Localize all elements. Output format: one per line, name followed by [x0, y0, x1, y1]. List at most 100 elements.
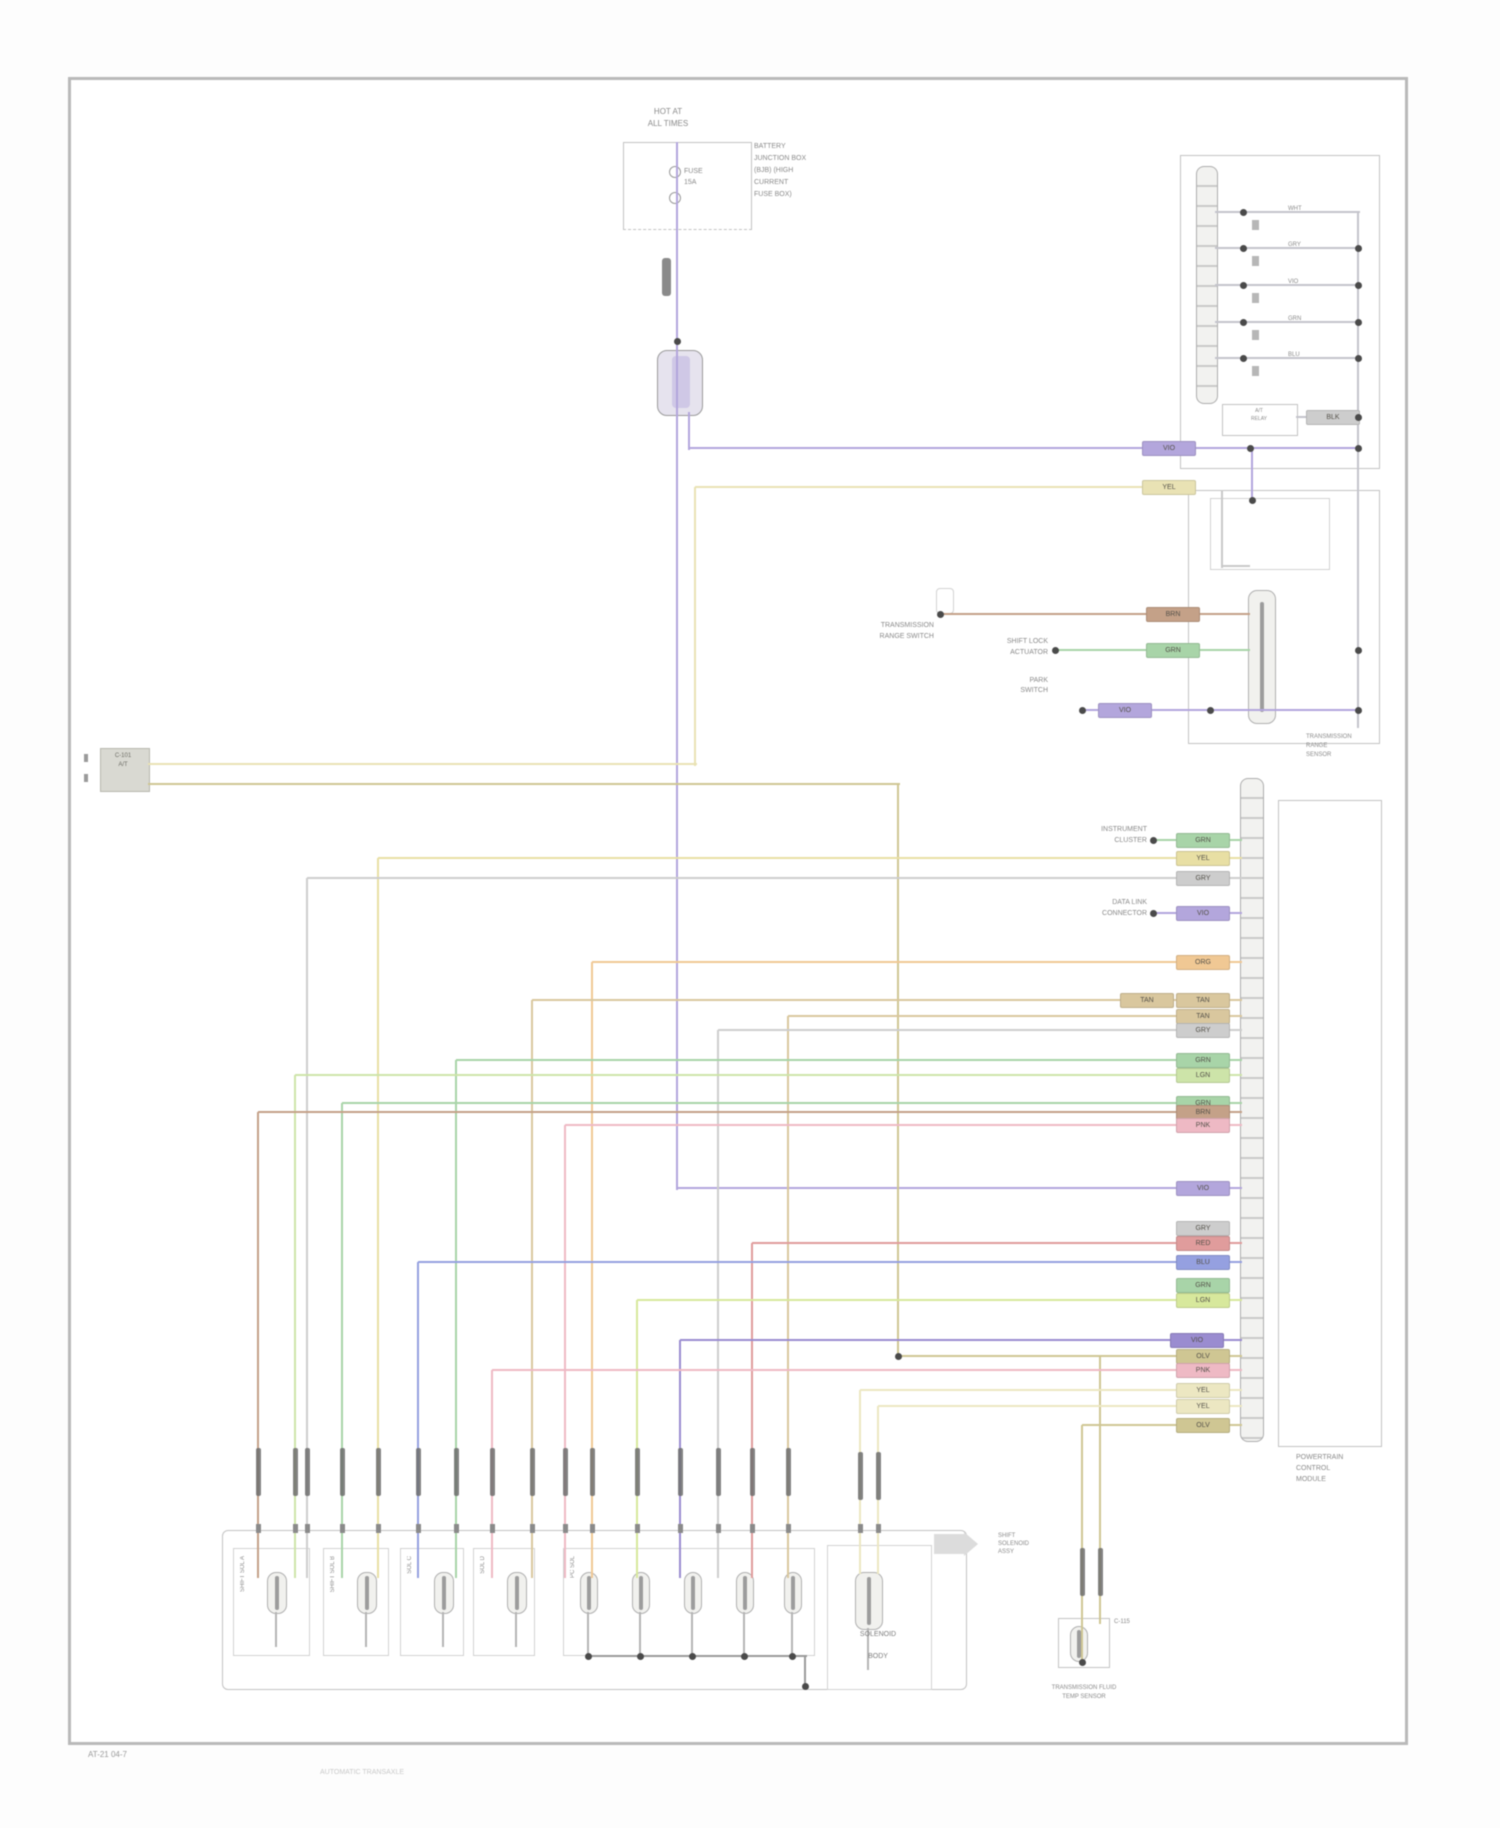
- wire-yellow-feed-a: [148, 763, 697, 765]
- junction-dot: [673, 337, 681, 345]
- wire-tan-row-1000: [532, 999, 1242, 1001]
- text-label-brc_name: TRANSMISSION FLUID TEMP SENSOR: [1051, 1685, 1117, 1700]
- wire-stub-b4: [515, 1612, 517, 1647]
- assembly-callout-arrow-body: [934, 1534, 964, 1554]
- splice-segment: [1079, 1548, 1085, 1596]
- connector-entry-nub: [785, 1524, 791, 1533]
- wire-lime-row-1300: [637, 1299, 1242, 1301]
- splice-segment: [785, 1448, 791, 1496]
- wire-stub-b5-2: [639, 1612, 641, 1658]
- wire-mid-internal: [1221, 490, 1223, 568]
- solenoid-pill-3: [434, 1572, 454, 1614]
- wire-label: TAN: [1176, 993, 1230, 1008]
- splice-segment: [562, 1448, 568, 1496]
- wire-orange-row-962: [591, 962, 593, 1578]
- wire-gray-row-1030: [717, 1030, 719, 1578]
- junction-dot: [1354, 646, 1362, 654]
- inline-connector-fill: [672, 356, 690, 408]
- junction-dot: [740, 1652, 748, 1660]
- text-label-b4: SOL D: [480, 1556, 486, 1574]
- wire-solenoid-bus: [804, 1656, 806, 1688]
- text-label-b3: SOL C: [407, 1556, 413, 1574]
- text-label-trb_rows: VIO: [1288, 279, 1299, 285]
- wire-trb-row-4: [1215, 321, 1360, 323]
- junction-dot: [688, 1652, 696, 1660]
- wire-brown-row-1112: [257, 1112, 259, 1578]
- terminal-nub: [1252, 366, 1259, 376]
- wire-stub-b5-3: [691, 1612, 693, 1658]
- wire-label: VIO: [1142, 441, 1196, 456]
- wire-brown-tr-614: [940, 613, 1250, 615]
- wire-right-rail: [1357, 212, 1359, 728]
- junction-dot: [1354, 444, 1362, 452]
- wire-battery-feed-violet: [676, 142, 678, 1190]
- wire-olive-row-1425: [1081, 1425, 1083, 1660]
- junction-dot: [1239, 281, 1247, 289]
- wire-label: RED: [1176, 1236, 1230, 1251]
- wire-tan-row-1016: [788, 1015, 1242, 1017]
- assembly-callout-arrow-head: [964, 1532, 978, 1556]
- wire-label: ORG: [1176, 955, 1230, 970]
- wire-gray-row-878: [307, 877, 1242, 879]
- wire-violet-row-1340: [680, 1339, 1242, 1341]
- temp-sensor-pill: [1070, 1626, 1088, 1662]
- splice-segment: [1097, 1548, 1103, 1596]
- splice-segment: [304, 1448, 310, 1496]
- tr-switch-symbol: [936, 588, 954, 614]
- wire-stub-b3: [442, 1612, 444, 1647]
- junction-dot: [1206, 706, 1214, 714]
- connector-entry-nub: [304, 1524, 310, 1533]
- splice-segment: [589, 1448, 595, 1496]
- wire-orange-row-962: [592, 961, 1242, 963]
- solenoid-pill-5a: [580, 1572, 598, 1614]
- solenoid-body-box: [827, 1545, 932, 1690]
- junction-dot: [1239, 244, 1247, 252]
- wire-red-row-1243: [751, 1243, 753, 1578]
- connector-entry-nub: [857, 1524, 863, 1533]
- frame-dash-1: [84, 754, 88, 762]
- splice-segment: [292, 1448, 298, 1496]
- text-label-b2: SHIFT SOL B: [330, 1556, 336, 1593]
- wire-label: VIO: [1098, 703, 1152, 718]
- junction-dot: [1239, 318, 1247, 326]
- connector-entry-nub: [529, 1524, 535, 1533]
- wire-green-row-1060: [456, 1059, 1242, 1061]
- text-label-trb_rows: WHT: [1288, 206, 1302, 212]
- wire-blue-row-1262: [418, 1261, 1242, 1263]
- junction-dot: [788, 1652, 796, 1660]
- wire-label: GRN: [1146, 643, 1200, 658]
- wire-label: PNK: [1176, 1363, 1230, 1378]
- junction-dot: [1149, 836, 1157, 844]
- pcm-connector-strip: [1240, 778, 1264, 1442]
- wire-stub-b5-1: [587, 1612, 589, 1658]
- connector-entry-nub: [415, 1524, 421, 1533]
- text-label-sol_body: SOLENOID BODY: [859, 1631, 897, 1660]
- top-right-connector-strip: [1196, 166, 1218, 404]
- wire-stub-comp: [867, 1628, 869, 1670]
- junction-dot: [1354, 244, 1362, 252]
- wire-olive-row-1425: [1082, 1424, 1242, 1426]
- wire-pink-row-1370: [492, 1369, 1242, 1371]
- wire-stub-b5-5: [791, 1612, 793, 1658]
- solenoid-box-2: [323, 1548, 389, 1656]
- text-label-park: PARK SWITCH: [1020, 677, 1048, 694]
- text-label-left_conn: C-101 A/T: [114, 753, 132, 768]
- junction-dot: [1078, 1658, 1086, 1666]
- wire-yellow-row-1406: [878, 1405, 1242, 1407]
- solenoid-pill-5d: [736, 1572, 754, 1614]
- splice-segment: [677, 1448, 683, 1496]
- wire-stub-b1: [275, 1612, 277, 1647]
- mid-right-block: [1188, 490, 1380, 744]
- wire-label: VIO: [1170, 1333, 1224, 1348]
- wire-label: GRY: [1176, 871, 1230, 886]
- wire-solenoid-bus: [588, 1655, 807, 1657]
- junction-dot: [1051, 646, 1059, 654]
- terminal-nub: [1252, 220, 1259, 230]
- wire-yellow-feed-a: [694, 487, 696, 766]
- text-label-footer2: AUTOMATIC TRANSAXLE: [320, 1769, 405, 1776]
- text-label-relay: A/T RELAY: [1250, 408, 1268, 422]
- wire-stub-b5-4: [743, 1612, 745, 1658]
- wire-gray-row-878: [306, 878, 308, 1578]
